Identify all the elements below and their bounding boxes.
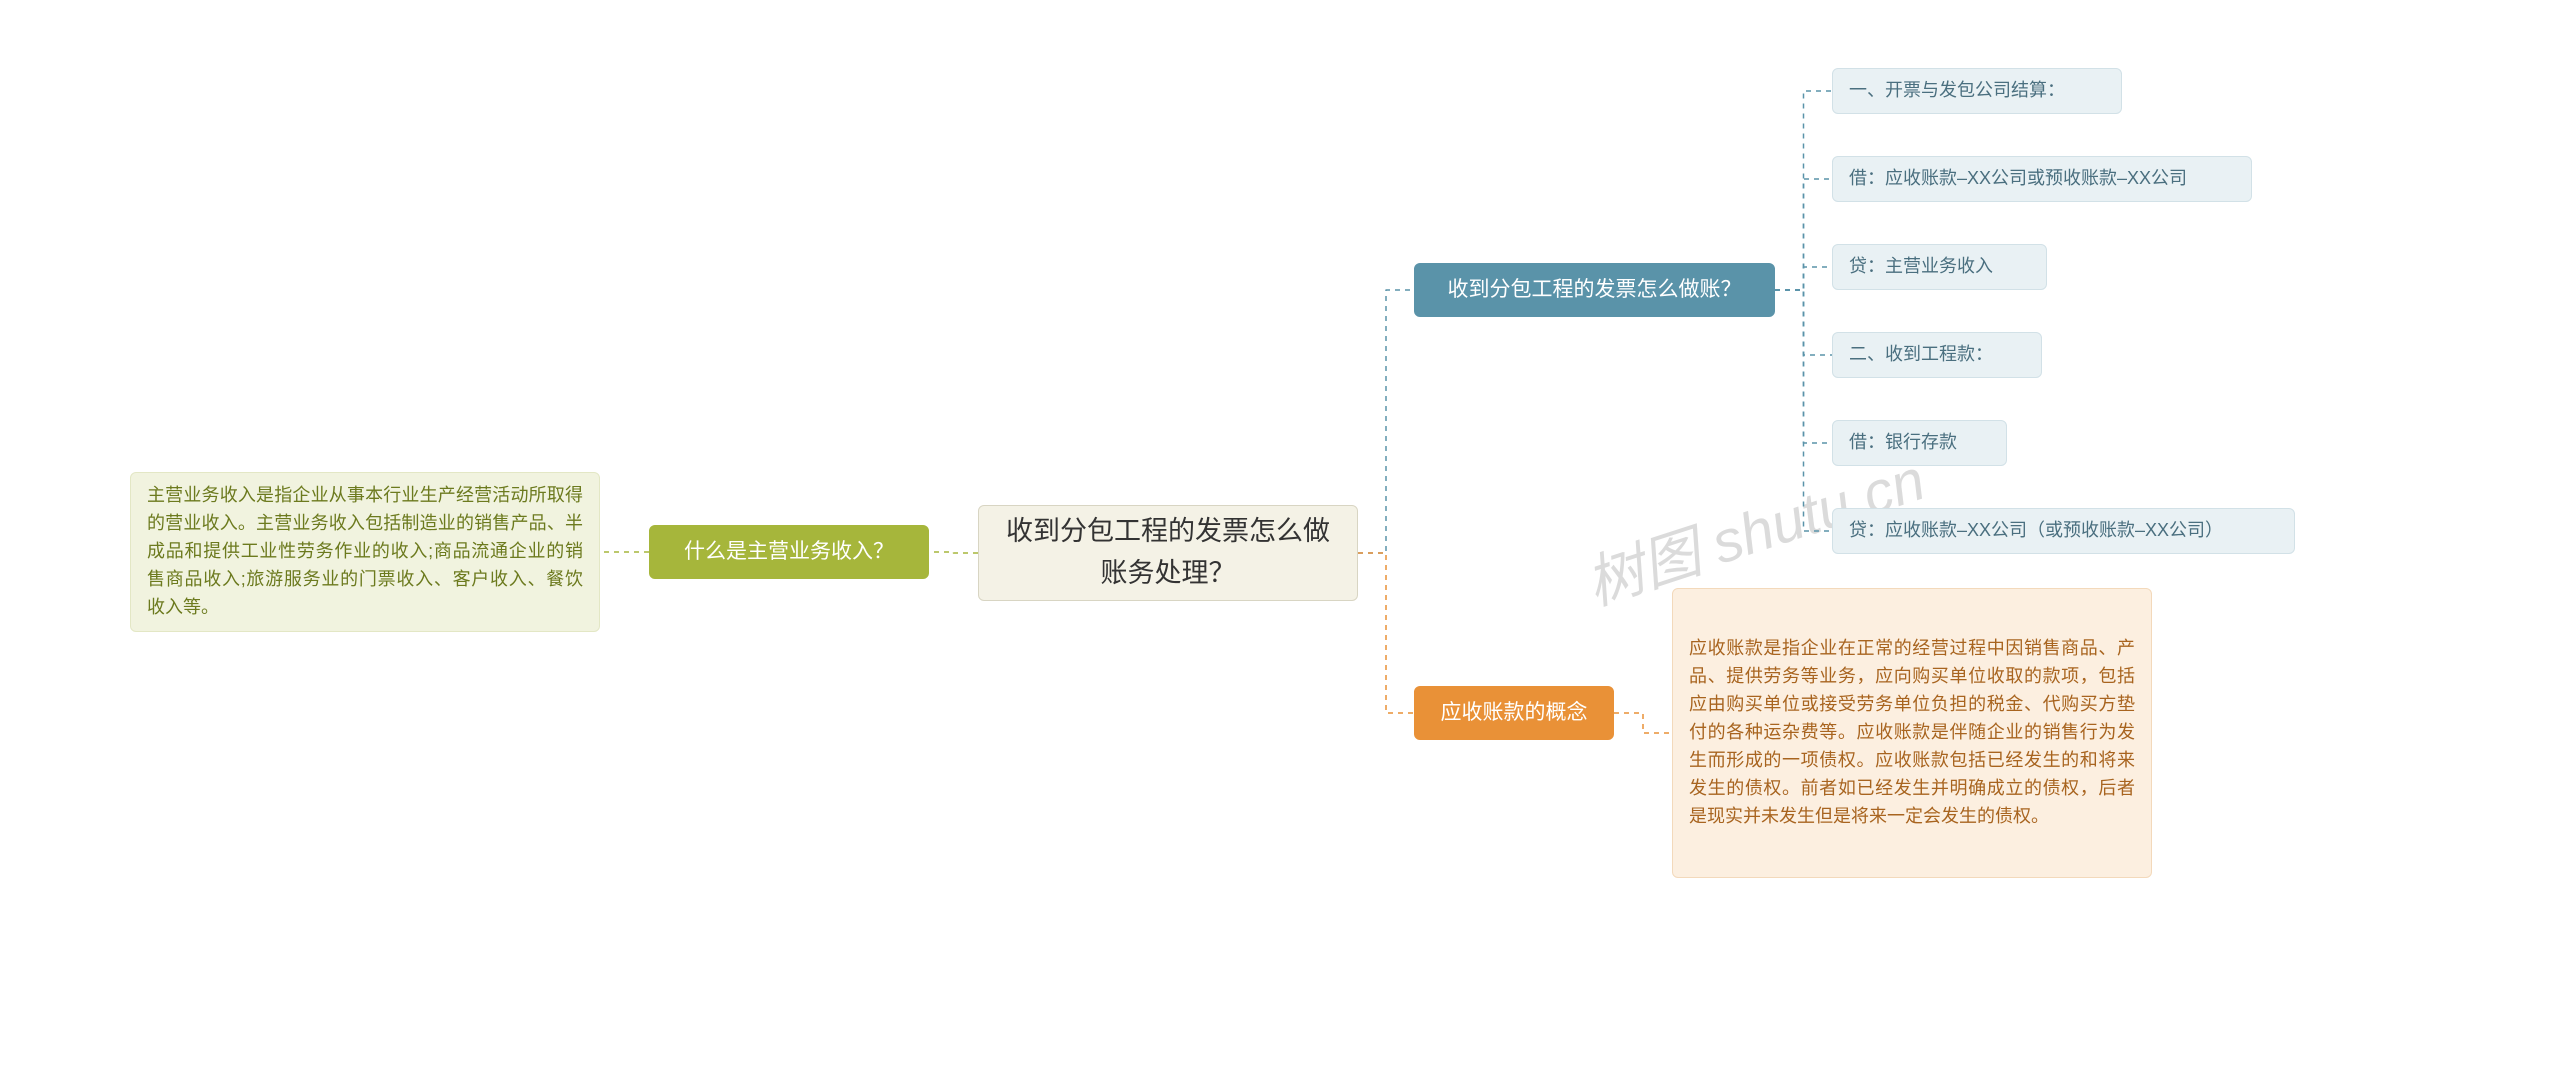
branch-right-2: 应收账款的概念 (1414, 686, 1614, 740)
leaf-left-1a: 主营业务收入是指企业从事本行业生产经营活动所取得的营业收入。主营业务收入包括制造… (130, 472, 600, 632)
leaf-r2a: 应收账款是指企业在正常的经营过程中因销售商品、产品、提供劳务等业务，应向购买单位… (1672, 588, 2152, 878)
leaf-r1b: 借：应收账款–XX公司或预收账款–XX公司 (1832, 156, 2252, 202)
root-node: 收到分包工程的发票怎么做账务处理？ (978, 505, 1358, 601)
leaf-r1e: 借：银行存款 (1832, 420, 2007, 466)
branch-left-1: 什么是主营业务收入？ (649, 525, 929, 579)
leaf-r1a: 一、开票与发包公司结算： (1832, 68, 2122, 114)
mindmap-canvas: shutu.cn 树图 shutu.cn 收到分包工程的发票怎么做账务处理？ 什… (0, 0, 2560, 1082)
leaf-r1d: 二、收到工程款： (1832, 332, 2042, 378)
leaf-r1f: 贷：应收账款–XX公司（或预收账款–XX公司） (1832, 508, 2295, 554)
branch-right-1: 收到分包工程的发票怎么做账？ (1414, 263, 1775, 317)
leaf-r1c: 贷：主营业务收入 (1832, 244, 2047, 290)
